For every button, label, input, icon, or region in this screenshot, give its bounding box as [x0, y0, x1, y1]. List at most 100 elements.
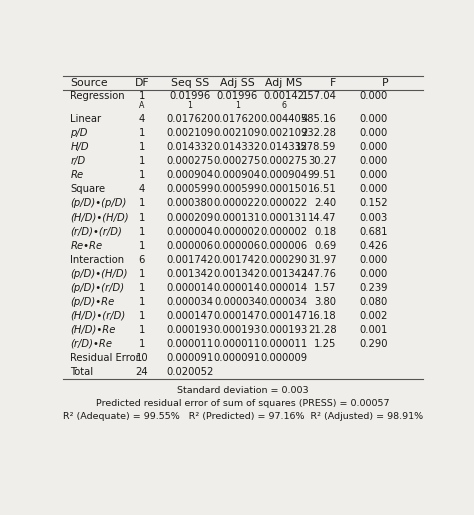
Text: 0.000290: 0.000290 — [260, 254, 308, 265]
Text: Residual Error: Residual Error — [70, 353, 140, 363]
Text: 0.000006: 0.000006 — [166, 241, 213, 251]
Text: 0.000: 0.000 — [360, 254, 388, 265]
Text: 0.017620: 0.017620 — [166, 114, 213, 124]
Text: 21.28: 21.28 — [308, 325, 337, 335]
Text: (p/D)•Re: (p/D)•Re — [70, 297, 115, 307]
Text: Re: Re — [70, 170, 83, 180]
Text: 0.00142: 0.00142 — [264, 92, 305, 101]
Text: 1: 1 — [139, 297, 145, 307]
Text: 0.000: 0.000 — [360, 114, 388, 124]
Text: (p/D)•(r/D): (p/D)•(r/D) — [70, 283, 124, 293]
Text: 1: 1 — [139, 311, 145, 321]
Text: 1: 1 — [139, 198, 145, 209]
Text: 6: 6 — [282, 101, 287, 110]
Text: 4: 4 — [139, 184, 145, 195]
Text: 232.28: 232.28 — [302, 128, 337, 138]
Text: 1: 1 — [139, 157, 145, 166]
Text: Seq SS: Seq SS — [171, 78, 209, 88]
Text: 0.000131: 0.000131 — [260, 213, 308, 222]
Text: Square: Square — [70, 184, 105, 195]
Text: Standard deviation = 0.003: Standard deviation = 0.003 — [177, 386, 309, 395]
Text: (p/D)•(H/D): (p/D)•(H/D) — [70, 269, 128, 279]
Text: 16.51: 16.51 — [308, 184, 337, 195]
Text: Source: Source — [70, 78, 108, 88]
Text: 157.04: 157.04 — [302, 92, 337, 101]
Text: 0.000904: 0.000904 — [261, 170, 308, 180]
Text: A: A — [139, 101, 145, 110]
Text: 0.014332: 0.014332 — [260, 142, 308, 152]
Text: 0.000091: 0.000091 — [214, 353, 261, 363]
Text: 1: 1 — [139, 339, 145, 349]
Text: 0.000147: 0.000147 — [214, 311, 261, 321]
Text: 3.80: 3.80 — [315, 297, 337, 307]
Text: 1578.59: 1578.59 — [295, 142, 337, 152]
Text: Predicted residual error of sum of squares (PRESS) = 0.00057: Predicted residual error of sum of squar… — [96, 399, 390, 408]
Text: 0.000: 0.000 — [360, 269, 388, 279]
Text: 485.16: 485.16 — [302, 114, 337, 124]
Text: 0.000011: 0.000011 — [214, 339, 261, 349]
Text: 0.000002: 0.000002 — [261, 227, 308, 236]
Text: Adj MS: Adj MS — [265, 78, 303, 88]
Text: (H/D)•Re: (H/D)•Re — [70, 325, 116, 335]
Text: 0.000002: 0.000002 — [214, 227, 261, 236]
Text: 4: 4 — [139, 114, 145, 124]
Text: 0.002109: 0.002109 — [166, 128, 213, 138]
Text: 0.004405: 0.004405 — [261, 114, 308, 124]
Text: 0.000: 0.000 — [360, 184, 388, 195]
Text: 0.001742: 0.001742 — [166, 254, 213, 265]
Text: 0.000014: 0.000014 — [261, 283, 308, 293]
Text: 1: 1 — [139, 128, 145, 138]
Text: 0.001342: 0.001342 — [214, 269, 261, 279]
Text: 0.002109: 0.002109 — [214, 128, 261, 138]
Text: 0.000193: 0.000193 — [214, 325, 261, 335]
Text: 1: 1 — [139, 92, 145, 101]
Text: 0.003: 0.003 — [360, 213, 388, 222]
Text: 0.426: 0.426 — [359, 241, 388, 251]
Text: 2.40: 2.40 — [314, 198, 337, 209]
Text: R² (Adequate) = 99.55%   R² (Predicted) = 97.16%  R² (Adjusted) = 98.91%: R² (Adequate) = 99.55% R² (Predicted) = … — [63, 413, 423, 421]
Text: 0.000022: 0.000022 — [214, 198, 261, 209]
Text: 0.000006: 0.000006 — [261, 241, 308, 251]
Text: 30.27: 30.27 — [308, 157, 337, 166]
Text: 0.290: 0.290 — [359, 339, 388, 349]
Text: 0.681: 0.681 — [359, 227, 388, 236]
Text: 0.001342: 0.001342 — [260, 269, 308, 279]
Text: 0.000: 0.000 — [360, 128, 388, 138]
Text: Linear: Linear — [70, 114, 101, 124]
Text: (p/D)•(p/D): (p/D)•(p/D) — [70, 198, 127, 209]
Text: 147.76: 147.76 — [301, 269, 337, 279]
Text: 0.000091: 0.000091 — [166, 353, 213, 363]
Text: Adj SS: Adj SS — [220, 78, 255, 88]
Text: 0.080: 0.080 — [360, 297, 388, 307]
Text: 0.014332: 0.014332 — [214, 142, 261, 152]
Text: 0.000147: 0.000147 — [260, 311, 308, 321]
Text: Interaction: Interaction — [70, 254, 124, 265]
Text: 6: 6 — [139, 254, 145, 265]
Text: 1: 1 — [139, 283, 145, 293]
Text: 0.000380: 0.000380 — [166, 198, 213, 209]
Text: 0.000014: 0.000014 — [214, 283, 261, 293]
Text: 0.000034: 0.000034 — [261, 297, 308, 307]
Text: 0.002109: 0.002109 — [260, 128, 308, 138]
Text: 1: 1 — [139, 269, 145, 279]
Text: 0.000147: 0.000147 — [166, 311, 213, 321]
Text: 0.000004: 0.000004 — [166, 227, 213, 236]
Text: 24: 24 — [136, 367, 148, 377]
Text: 0.000034: 0.000034 — [166, 297, 213, 307]
Text: 0.000006: 0.000006 — [214, 241, 261, 251]
Text: 0.000275: 0.000275 — [260, 157, 308, 166]
Text: 0.001742: 0.001742 — [214, 254, 261, 265]
Text: Re•Re: Re•Re — [70, 241, 102, 251]
Text: 0.001342: 0.001342 — [166, 269, 213, 279]
Text: 1: 1 — [139, 241, 145, 251]
Text: 0.020052: 0.020052 — [166, 367, 213, 377]
Text: 0.000: 0.000 — [360, 92, 388, 101]
Text: 14.47: 14.47 — [308, 213, 337, 222]
Text: 1.57: 1.57 — [314, 283, 337, 293]
Text: 1: 1 — [235, 101, 240, 110]
Text: 0.69: 0.69 — [314, 241, 337, 251]
Text: P: P — [382, 78, 388, 88]
Text: 0.000275: 0.000275 — [214, 157, 261, 166]
Text: 1: 1 — [139, 325, 145, 335]
Text: 0.000599: 0.000599 — [214, 184, 261, 195]
